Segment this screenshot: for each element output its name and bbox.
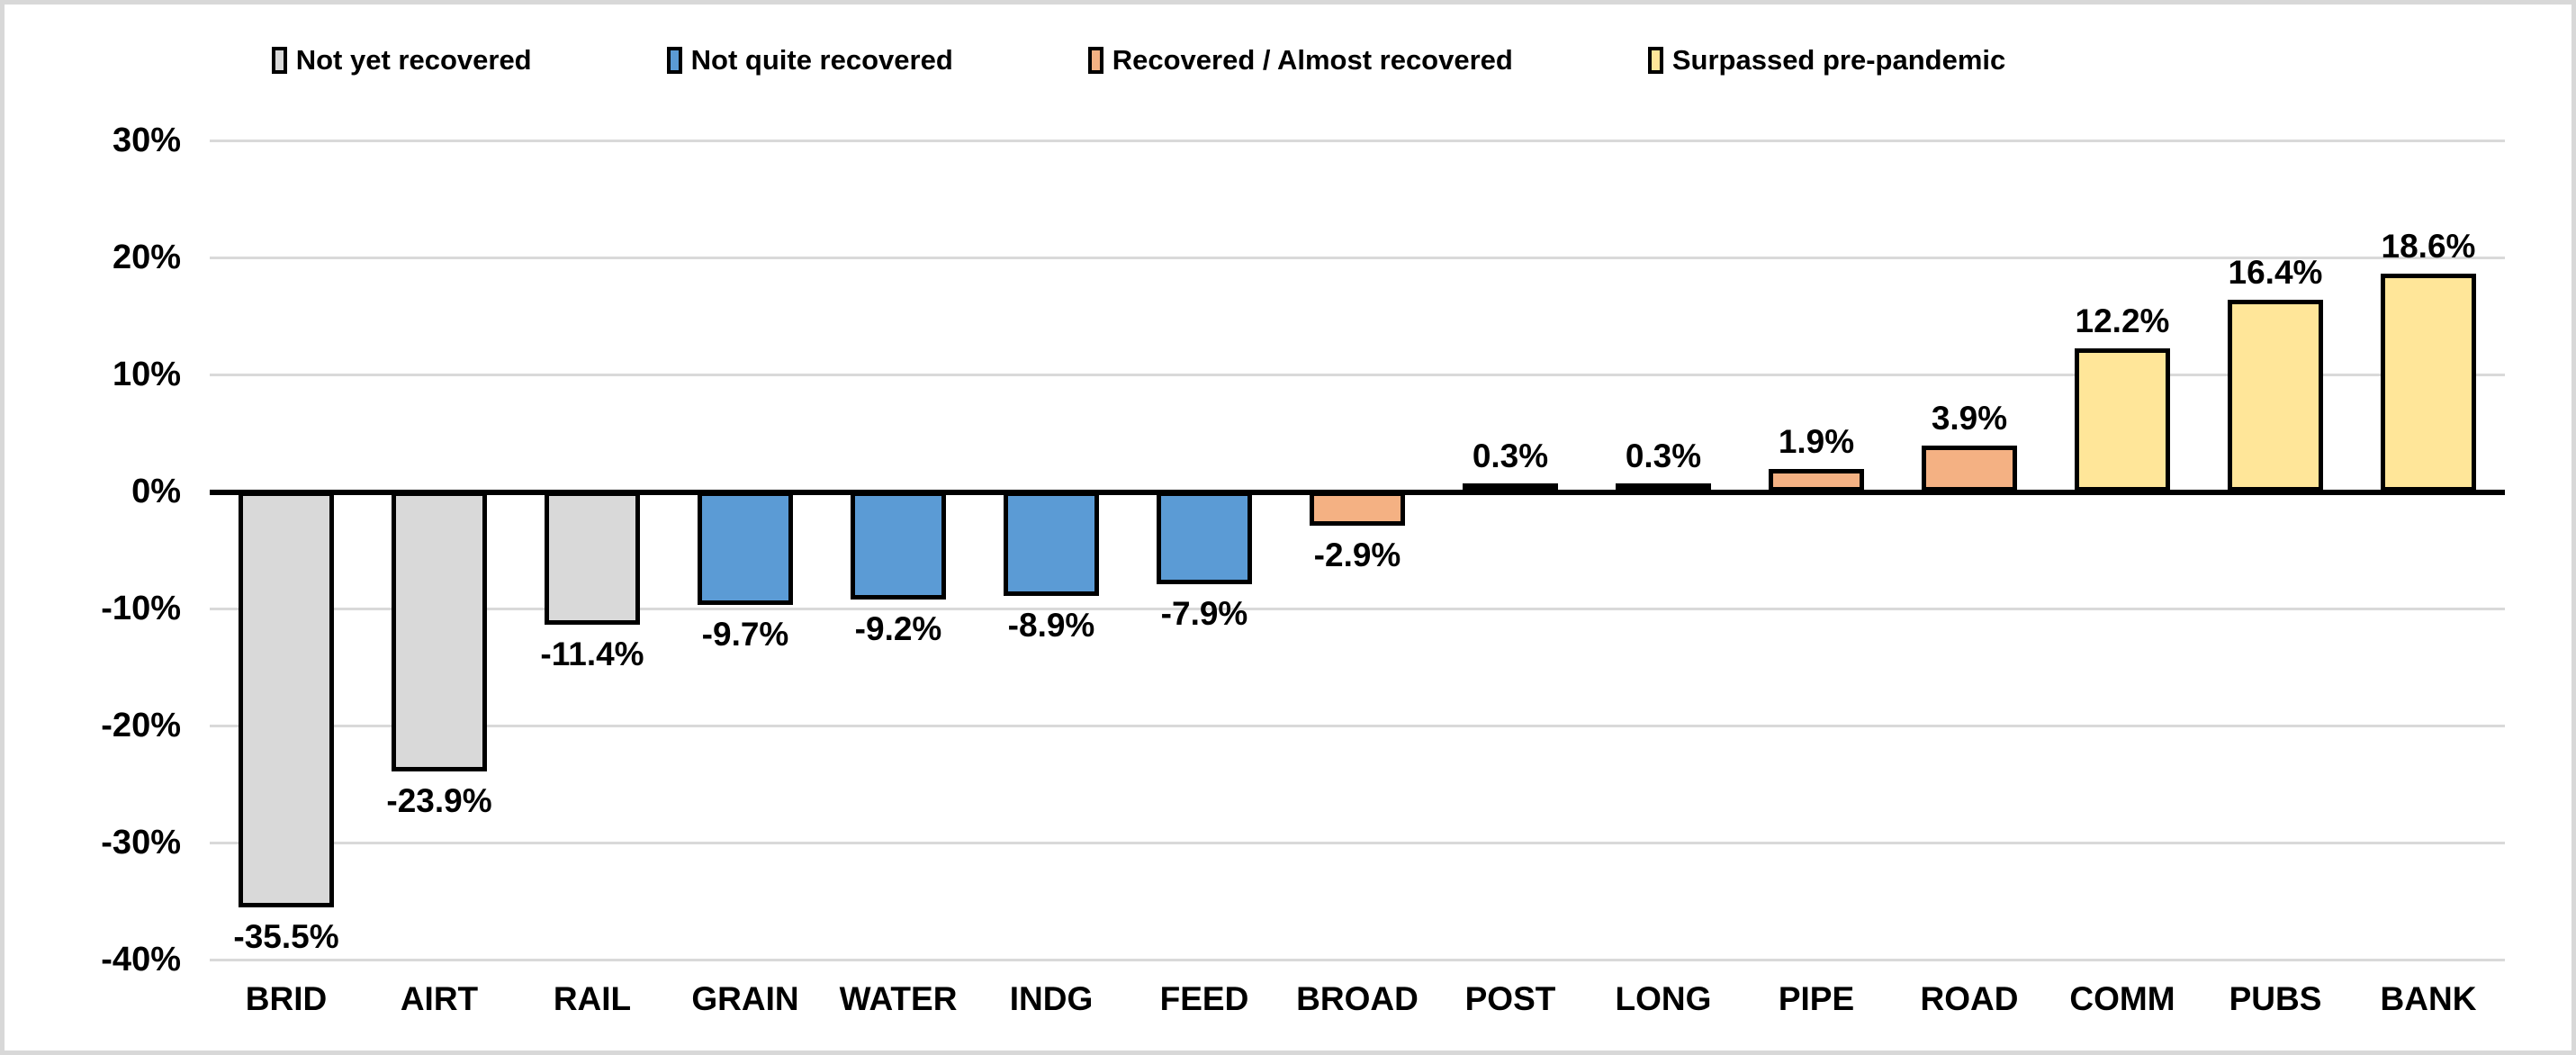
plot-area: -35.5% -23.9% -11.4% -9.7% -9.2% -8.9% -7.9% -2… <box>210 140 2505 961</box>
bar-value-label: -11.4% <box>540 636 644 673</box>
x-axis-label-POST: POST <box>1464 980 1556 1017</box>
legend-item: Recovered / Almost recovered <box>1087 44 1513 76</box>
bar-value-label: 12.2% <box>2075 302 2170 340</box>
bar-ROAD <box>1922 446 2017 491</box>
bar-PUBS <box>2228 299 2323 491</box>
bar-RAIL <box>545 491 640 626</box>
bar-value-label: 0.3% <box>1625 437 1702 474</box>
bar-value-label: 18.6% <box>2381 228 2476 266</box>
y-axis-tick-label: -20% <box>101 707 181 744</box>
legend-item-label: Recovered / Almost recovered <box>1112 44 1513 76</box>
legend-item: Not quite recovered <box>666 44 953 76</box>
x-axis-label-BROAD: BROAD <box>1296 980 1419 1017</box>
x-axis-label-PUBS: PUBS <box>2229 980 2322 1017</box>
y-axis-tick-label: -40% <box>101 941 181 978</box>
gridline <box>210 608 2505 610</box>
y-axis-tick-label: -30% <box>101 824 181 861</box>
legend-item-label: Surpassed pre-pandemic <box>1671 44 2006 76</box>
legend-item: Not yet recovered <box>271 44 532 76</box>
y-axis-tick-label: 0% <box>131 473 181 510</box>
gridline <box>210 725 2505 727</box>
x-axis-label-INDG: INDG <box>1009 980 1094 1017</box>
legend-color-swatch <box>1647 46 1663 74</box>
chart-legend: Not yet recovered Not quite recovered Reco… <box>5 46 2273 74</box>
bar-AIRT <box>392 491 487 771</box>
bar-WATER <box>851 491 946 600</box>
x-axis-label-LONG: LONG <box>1615 980 1712 1017</box>
bar-INDG <box>1004 491 1099 596</box>
bar-value-label: 16.4% <box>2228 253 2323 291</box>
bar-value-label: 3.9% <box>1931 400 2008 437</box>
legend-color-swatch <box>271 46 287 74</box>
gridline <box>210 842 2505 844</box>
bar-GRAIN <box>698 491 793 606</box>
legend-color-swatch <box>1087 46 1103 74</box>
gridline <box>210 374 2505 376</box>
bar-COMM <box>2075 348 2170 491</box>
bar-value-label: -8.9% <box>1007 606 1095 644</box>
y-axis-tick-label: 10% <box>112 356 181 393</box>
y-axis-tick-label: 20% <box>112 239 181 276</box>
x-axis-label-ROAD: ROAD <box>1920 980 2019 1017</box>
legend-item-label: Not quite recovered <box>690 44 953 76</box>
bar-FEED <box>1157 491 1252 584</box>
x-axis-label-FEED: FEED <box>1159 980 1249 1017</box>
bar-BROAD <box>1310 491 1405 526</box>
legend-color-swatch <box>666 46 682 74</box>
x-axis-label-WATER: WATER <box>839 980 958 1017</box>
bar-BRID <box>239 491 334 907</box>
gridline <box>210 959 2505 961</box>
x-axis-label-AIRT: AIRT <box>400 980 479 1017</box>
bar-value-label: 0.3% <box>1472 437 1549 474</box>
bar-value-label: -9.2% <box>854 609 942 647</box>
gridline <box>210 140 2505 142</box>
y-axis-tick-label: -10% <box>101 590 181 627</box>
bar-value-label: -35.5% <box>233 917 339 955</box>
bar-value-label: -9.7% <box>701 616 789 654</box>
bar-BANK <box>2381 274 2476 491</box>
x-axis-label-GRAIN: GRAIN <box>691 980 799 1017</box>
bar-value-label: 1.9% <box>1778 423 1855 461</box>
x-axis-zero-line <box>210 490 2505 495</box>
gridline <box>210 257 2505 259</box>
y-axis-tick-label: 30% <box>112 122 181 159</box>
x-axis-category-labels: BRID AIRT RAIL GRAIN WATER INDG FEED BROAD POST L… <box>210 982 2505 1027</box>
legend-item: Surpassed pre-pandemic <box>1647 44 2006 76</box>
legend-item-label: Not yet recovered <box>295 44 532 76</box>
bar-value-label: -2.9% <box>1313 536 1401 573</box>
bar-PIPE <box>1769 469 1864 491</box>
bar-value-label: -7.9% <box>1160 594 1248 632</box>
x-axis-label-BANK: BANK <box>2380 980 2477 1017</box>
x-axis-label-RAIL: RAIL <box>553 980 632 1017</box>
bar-value-label: -23.9% <box>386 781 492 819</box>
x-axis-label-BRID: BRID <box>245 980 328 1017</box>
x-axis-label-PIPE: PIPE <box>1778 980 1855 1017</box>
x-axis-label-COMM: COMM <box>2069 980 2175 1017</box>
